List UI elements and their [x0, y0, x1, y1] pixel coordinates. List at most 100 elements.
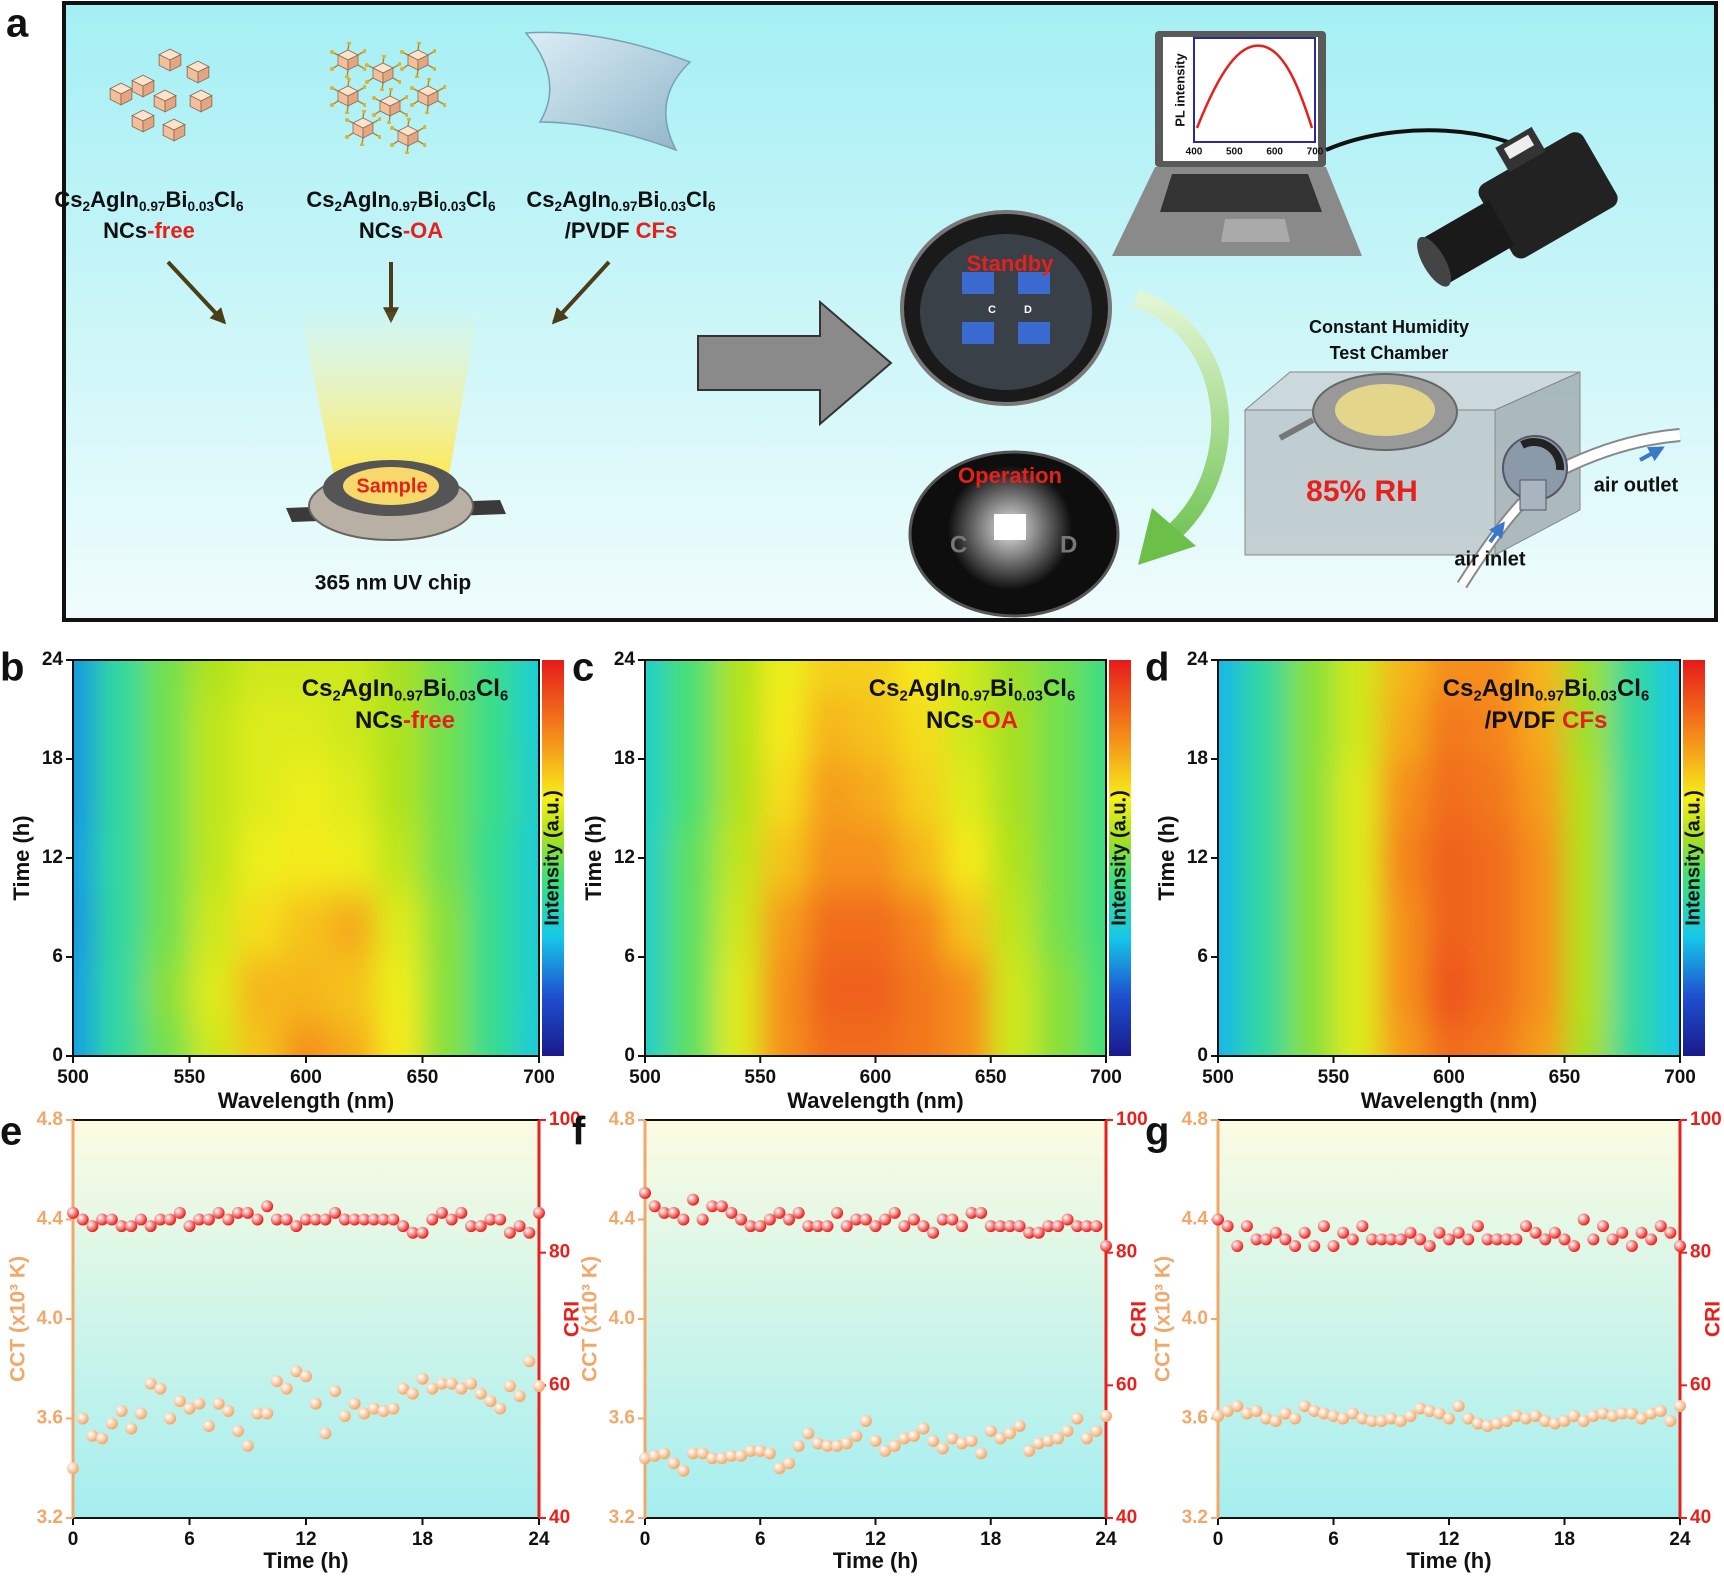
- point: [859, 1213, 872, 1226]
- point: [984, 1220, 997, 1233]
- point: [783, 1457, 796, 1470]
- colorbar: [1109, 660, 1131, 1056]
- point: [946, 1432, 959, 1445]
- point: [1423, 1240, 1436, 1253]
- x-axis-label: Wavelength (nm): [1361, 1088, 1537, 1113]
- point: [183, 1220, 196, 1233]
- point: [706, 1200, 719, 1213]
- formula-part: 2: [555, 199, 563, 214]
- point: [144, 1220, 157, 1233]
- point: [1558, 1233, 1571, 1246]
- heatmap-cell: [236, 825, 284, 892]
- heatmap-cell: [1241, 1023, 1289, 1056]
- point: [1520, 1412, 1532, 1425]
- point: [1289, 1412, 1301, 1425]
- formula: Cs2AgIn0.97Bi0.03Cl6: [869, 675, 1075, 704]
- heatmap-cell: [236, 1023, 284, 1056]
- y-tick-label: 4.0: [609, 1308, 635, 1329]
- heatmap-cell: [469, 693, 517, 760]
- heatmap-cell: [1518, 660, 1566, 694]
- x-tick-label: 550: [1318, 1067, 1350, 1088]
- heatmap-chart: Intensity (a.u.) 500 550 600 650 700 0 6 12 18 24 W…: [1145, 646, 1705, 1113]
- panel-letter: b: [0, 646, 24, 690]
- point: [1471, 1417, 1484, 1430]
- photo-label: D: [1060, 531, 1077, 558]
- heatmap-cell: [944, 660, 992, 694]
- heatmap-cell: [1425, 891, 1474, 958]
- heatmap-cell: [142, 957, 191, 1024]
- y-axis-label: CCT (x10³ K): [7, 1256, 30, 1382]
- point: [435, 1206, 448, 1219]
- point: [696, 1447, 709, 1460]
- point: [1635, 1226, 1648, 1239]
- formula-part: Cl: [476, 675, 500, 702]
- point: [658, 1206, 671, 1219]
- point: [300, 1213, 312, 1226]
- heatmap-cell: [1333, 759, 1381, 826]
- point: [513, 1220, 526, 1233]
- point: [667, 1206, 680, 1219]
- x-tick-label: 0: [68, 1529, 79, 1550]
- y2-axis-label: CRI: [1128, 1301, 1151, 1337]
- point: [975, 1447, 988, 1460]
- point: [494, 1213, 507, 1226]
- heatmap-cell: [1518, 957, 1566, 1024]
- x-tick-label: 650: [407, 1067, 439, 1088]
- y-tick-label: 4.0: [1182, 1308, 1208, 1329]
- formula-part: AgIn: [562, 187, 611, 212]
- heatmap-cell: [329, 891, 377, 958]
- formula-part: Cs: [1443, 675, 1474, 702]
- heatmap-cell: [898, 825, 946, 892]
- y-tick-label: 6: [624, 946, 635, 967]
- point: [1654, 1220, 1667, 1233]
- heatmap-cell: [1218, 891, 1243, 958]
- label-part: -OA: [974, 707, 1018, 734]
- heatmap-cell: [375, 693, 424, 760]
- heatmap-cell: [236, 660, 284, 694]
- heatmap-cell: [1379, 891, 1427, 958]
- label-suffix: NCs-free: [103, 218, 195, 243]
- heatmap-cell: [282, 759, 331, 826]
- point: [533, 1206, 545, 1219]
- point: [1240, 1407, 1253, 1420]
- heatmap-cell: [1564, 660, 1612, 694]
- y2-tick-label: 100: [1116, 1109, 1148, 1130]
- y-tick-label: 3.2: [1182, 1507, 1208, 1528]
- point: [831, 1439, 844, 1452]
- heatmap-cell: [282, 891, 331, 958]
- heatmap-cell: [1287, 957, 1335, 1024]
- point: [639, 1452, 651, 1465]
- point: [821, 1220, 834, 1233]
- heatmap-cell: [714, 759, 762, 826]
- x-tick-label: 650: [1549, 1067, 1581, 1088]
- heatmap-cell: [1287, 660, 1335, 694]
- heatmap-cell: [944, 1023, 992, 1056]
- heatmap-cell: [1082, 825, 1106, 892]
- point: [1250, 1405, 1263, 1418]
- heatmap-cell: [1518, 759, 1566, 826]
- heatmap-cell: [375, 660, 424, 694]
- humidity-label: 85% RH: [1306, 475, 1418, 508]
- formula-part: Cs: [526, 187, 554, 212]
- point: [1317, 1407, 1330, 1420]
- point: [773, 1206, 786, 1219]
- point: [763, 1447, 776, 1460]
- heatmap-cell: [375, 825, 424, 892]
- point: [329, 1206, 342, 1219]
- point: [648, 1200, 661, 1213]
- heatmap-cell: [1656, 1023, 1680, 1056]
- y-tick-label: 24: [42, 649, 64, 670]
- heatmap-cell: [1036, 891, 1084, 958]
- plot-background: [1218, 1120, 1680, 1518]
- heatmap-cell: [1472, 660, 1520, 694]
- point: [1003, 1427, 1016, 1440]
- y2-axis-label: CRI: [561, 1301, 584, 1337]
- point: [744, 1444, 757, 1457]
- heatmap-cell: [422, 957, 471, 1024]
- x-tick-label: 600: [860, 1067, 892, 1088]
- arrows: [166, 260, 611, 325]
- holder-sample: [1335, 384, 1435, 436]
- point: [811, 1437, 824, 1450]
- y-tick-label: 12: [42, 847, 63, 868]
